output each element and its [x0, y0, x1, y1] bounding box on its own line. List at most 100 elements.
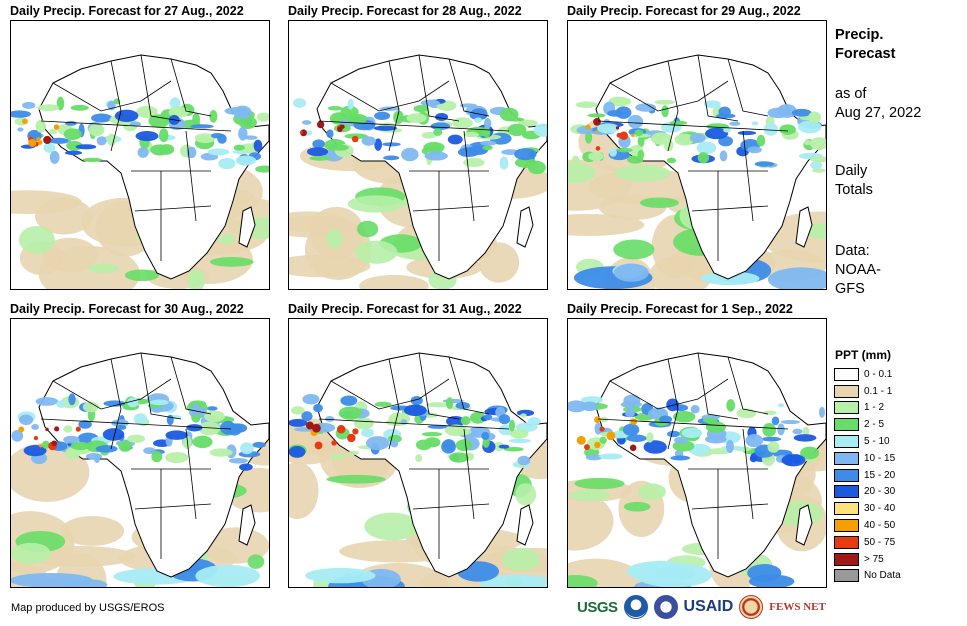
- rain-cell: [723, 128, 732, 133]
- rain-cell: [474, 117, 483, 123]
- rain-cell: [326, 129, 334, 139]
- rain-cell: [329, 454, 347, 460]
- rain-patch: [347, 195, 405, 213]
- rain-cell: [118, 440, 132, 452]
- rain-band: [70, 579, 108, 587]
- side-data-line1: Data:: [835, 243, 870, 259]
- country-border: [388, 358, 400, 450]
- rain-cell: [673, 411, 696, 423]
- heavy-rain-cell: [316, 120, 325, 129]
- rain-cell: [777, 423, 785, 436]
- rain-cell: [455, 439, 473, 452]
- rain-cell: [347, 98, 354, 110]
- heavy-rain-cell: [347, 433, 356, 443]
- rain-cell: [634, 129, 644, 137]
- rain-cell: [718, 136, 733, 147]
- dry-patch: [568, 491, 614, 551]
- rain-patch: [502, 547, 540, 571]
- rain-cell: [312, 139, 325, 149]
- rain-cell: [340, 395, 358, 406]
- rain-cell: [165, 451, 189, 464]
- rain-cell: [581, 401, 598, 412]
- rain-cell: [761, 436, 782, 442]
- rain-cell: [75, 144, 97, 150]
- heavy-rain-cell: [53, 124, 60, 130]
- rain-cell: [705, 421, 727, 433]
- country-border: [52, 378, 172, 410]
- africa-map: [11, 352, 269, 587]
- rain-cell: [792, 428, 803, 435]
- rain-cell: [498, 444, 510, 449]
- side-asof-date: Aug 27, 2022: [835, 105, 922, 121]
- rain-cell: [587, 113, 606, 118]
- africa-outline: [316, 54, 547, 280]
- rain-cell: [737, 130, 757, 136]
- rain-cell: [481, 431, 490, 441]
- legend-item: > 75: [834, 551, 901, 568]
- side-heading-line1: Precip.: [835, 27, 884, 43]
- rain-patch: [568, 162, 596, 184]
- heavy-rain-cell: [51, 440, 57, 447]
- madagascar-outline: [795, 206, 813, 248]
- rain-cell: [667, 430, 681, 438]
- rain-cell: [469, 411, 486, 424]
- side-asof: as of Aug 27, 2022: [835, 85, 921, 123]
- dry-patch: [649, 255, 713, 289]
- country-border: [185, 130, 197, 222]
- legend-swatch: [834, 535, 859, 549]
- rain-cell: [597, 123, 620, 134]
- rain-cell: [421, 432, 443, 437]
- rain-cell: [575, 101, 598, 108]
- legend-label: 50 - 75: [864, 536, 896, 548]
- rain-cell: [424, 151, 448, 161]
- rain-cell: [674, 436, 688, 444]
- heavy-rain-cell: [594, 130, 598, 134]
- country-border: [134, 205, 212, 212]
- rain-cell: [508, 419, 515, 432]
- rain-cell: [480, 140, 497, 146]
- rain-cell: [819, 406, 826, 418]
- rain-cell: [23, 445, 47, 457]
- rain-cell: [527, 160, 546, 175]
- precip-map: [567, 318, 827, 588]
- usaid-logo: USAID: [683, 598, 734, 615]
- rain-cell: [756, 134, 766, 147]
- rain-cell: [127, 397, 139, 408]
- rain-cell: [37, 104, 60, 112]
- rain-cell: [354, 417, 374, 430]
- rain-band: [613, 263, 649, 282]
- rain-cell: [158, 128, 169, 143]
- africa-map: [568, 54, 826, 289]
- heavy-rain-cell: [352, 428, 359, 435]
- rain-cell: [255, 165, 269, 173]
- legend-swatch: [834, 451, 859, 465]
- rain-cell: [91, 113, 112, 123]
- rain-cell: [415, 454, 423, 463]
- heavy-rain-cell: [299, 130, 303, 134]
- panel-title: Daily Precip. Forecast for 30 Aug., 2022: [10, 302, 244, 316]
- dry-patch: [568, 213, 645, 237]
- rain-cell: [659, 415, 673, 424]
- side-data-line3: GFS: [835, 281, 865, 297]
- heavy-rain-cell: [18, 426, 25, 433]
- rain-cell: [159, 144, 175, 155]
- legend-item: 2 - 5: [834, 416, 901, 433]
- side-data-line2: NOAA-: [835, 262, 881, 278]
- heavy-rain-cell: [629, 444, 637, 452]
- rain-cell: [666, 157, 677, 164]
- rain-band: [635, 562, 713, 587]
- rain-cell: [346, 113, 368, 124]
- rain-cell: [696, 141, 717, 155]
- rain-cell: [568, 400, 587, 413]
- rain-cell: [374, 111, 391, 121]
- country-border: [40, 120, 232, 132]
- rain-cell: [514, 148, 537, 161]
- rain-cell: [719, 150, 728, 162]
- rain-cell: [302, 393, 320, 405]
- rain-cell: [505, 117, 525, 122]
- rain-cell: [96, 136, 107, 146]
- rain-cell: [802, 426, 810, 436]
- rain-cell: [625, 410, 635, 418]
- rain-cell: [725, 439, 734, 454]
- rain-cell: [509, 428, 529, 439]
